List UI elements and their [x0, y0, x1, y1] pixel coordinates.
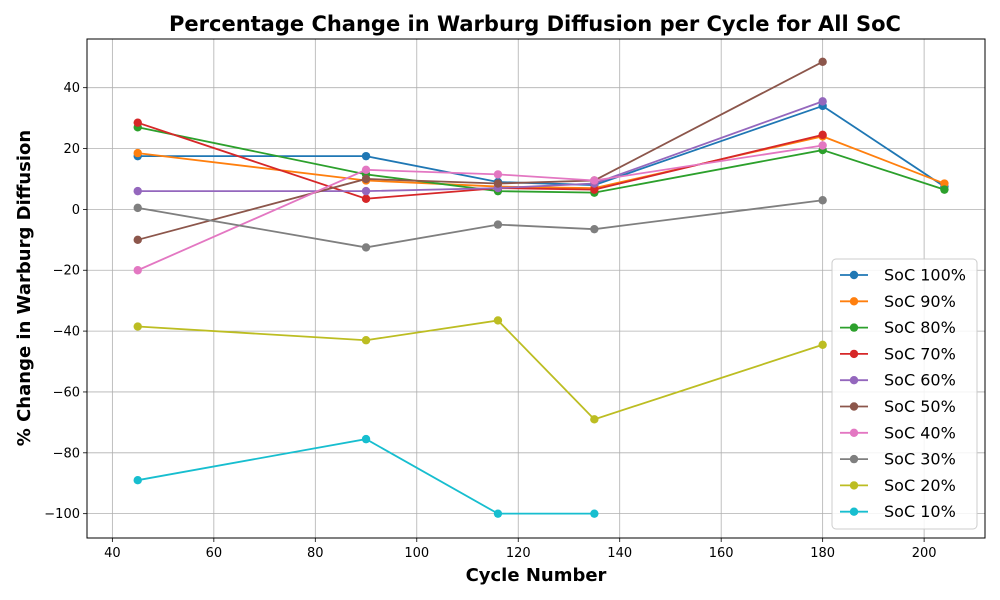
- data-point: [493, 170, 503, 179]
- data-point: [133, 203, 142, 213]
- series-soc-30: [133, 196, 827, 252]
- series-line: [137, 126, 945, 194]
- data-point: [361, 194, 371, 203]
- series-line: [137, 438, 595, 515]
- x-tick-label: 180: [810, 546, 835, 561]
- legend-item: SoC 50%: [840, 397, 956, 416]
- data-point: [133, 186, 142, 196]
- data-point: [361, 186, 371, 196]
- series-group: [133, 57, 949, 518]
- data-point: [133, 475, 142, 485]
- data-point: [590, 176, 599, 185]
- legend-swatch-marker: [849, 349, 859, 359]
- series-soc-40: [133, 141, 827, 275]
- y-tick-label: 40: [63, 81, 80, 96]
- data-point: [818, 340, 827, 349]
- data-point: [493, 509, 503, 518]
- series-line: [137, 104, 945, 188]
- series-line: [137, 135, 945, 189]
- data-point: [361, 174, 371, 184]
- legend-label: SoC 20%: [884, 476, 956, 495]
- x-axis-label: Cycle Number: [466, 565, 607, 586]
- y-tick-label: 0: [72, 203, 80, 218]
- data-point: [133, 235, 142, 245]
- y-tick-label: −60: [53, 385, 80, 400]
- legend-swatch-marker: [849, 428, 859, 437]
- plot-frame: [86, 38, 986, 539]
- axis-ticks: 40 60 80 100 120 140 160 180 200−100−80−60−40−20…: [44, 81, 936, 561]
- legend-item: SoC 80%: [840, 318, 956, 337]
- series-soc-60: [133, 97, 827, 196]
- data-point: [361, 243, 371, 252]
- legend-item: SoC 20%: [840, 476, 956, 495]
- legend-item: SoC 70%: [840, 344, 956, 363]
- data-point: [818, 57, 827, 67]
- x-tick-label: 160: [709, 546, 734, 561]
- legend-label: SoC 70%: [884, 344, 956, 363]
- legend-label: SoC 30%: [884, 450, 956, 469]
- data-point: [590, 185, 599, 194]
- data-point: [361, 434, 371, 444]
- data-point: [133, 266, 142, 275]
- x-tick-label: 120: [506, 546, 531, 561]
- legend-box: [831, 258, 978, 530]
- y-tick-label: −20: [53, 264, 80, 279]
- data-point: [818, 141, 827, 150]
- legend-label: SoC 80%: [884, 318, 956, 337]
- legend-label: SoC 50%: [884, 397, 956, 416]
- data-point: [133, 322, 142, 331]
- legend-item: SoC 90%: [840, 292, 956, 311]
- legend-label: SoC 40%: [884, 423, 956, 442]
- legend-item: SoC 60%: [840, 371, 956, 390]
- data-point: [493, 220, 503, 229]
- series-soc-10: [133, 434, 599, 518]
- data-point: [818, 97, 827, 106]
- legend-swatch-marker: [849, 323, 859, 332]
- chart-title: Percentage Change in Warburg Diffusion p…: [169, 12, 901, 36]
- legend-item: SoC 40%: [840, 423, 956, 442]
- x-tick-label: 140: [607, 546, 632, 561]
- legend-swatch-marker: [849, 297, 859, 306]
- x-tick-label: 200: [912, 546, 937, 561]
- legend-swatch-marker: [849, 270, 859, 280]
- legend-item: SoC 30%: [840, 450, 956, 469]
- data-point: [590, 509, 599, 518]
- data-point: [493, 316, 503, 325]
- x-tick-label: 40: [104, 546, 121, 561]
- legend: SoC 100% SoC 90% SoC 80% SoC 70% SoC 60% SoC …: [831, 258, 978, 530]
- data-point: [590, 415, 599, 424]
- data-point: [361, 336, 371, 345]
- legend-label: SoC 100%: [884, 266, 966, 285]
- data-point: [590, 224, 599, 234]
- data-point: [133, 118, 142, 127]
- data-point: [818, 130, 827, 140]
- legend-swatch-marker: [849, 402, 859, 411]
- data-point: [493, 179, 503, 188]
- data-point: [940, 185, 949, 194]
- legend-swatch-marker: [849, 481, 859, 490]
- legend-swatch-marker: [849, 454, 859, 464]
- y-tick-label: −100: [44, 507, 80, 522]
- data-point: [818, 196, 827, 205]
- data-point: [361, 165, 371, 175]
- legend-label: SoC 90%: [884, 292, 956, 311]
- y-axis-label: % Change in Warburg Diffusion: [14, 130, 35, 446]
- legend-item: SoC 100%: [840, 266, 966, 285]
- series-soc-20: [133, 316, 827, 424]
- data-point: [361, 151, 371, 161]
- data-point: [133, 148, 142, 158]
- y-tick-label: −40: [53, 325, 80, 340]
- x-tick-label: 60: [206, 546, 223, 561]
- legend-label: SoC 10%: [884, 502, 956, 521]
- legend-swatch-marker: [849, 507, 859, 516]
- x-tick-label: 100: [404, 546, 429, 561]
- legend-swatch-marker: [849, 376, 859, 385]
- x-tick-label: 80: [307, 546, 324, 561]
- y-tick-label: 20: [63, 142, 80, 157]
- data-point: [940, 179, 949, 188]
- legend-item: SoC 10%: [840, 502, 956, 521]
- legend-label: SoC 60%: [884, 371, 956, 390]
- y-tick-label: −80: [53, 446, 80, 461]
